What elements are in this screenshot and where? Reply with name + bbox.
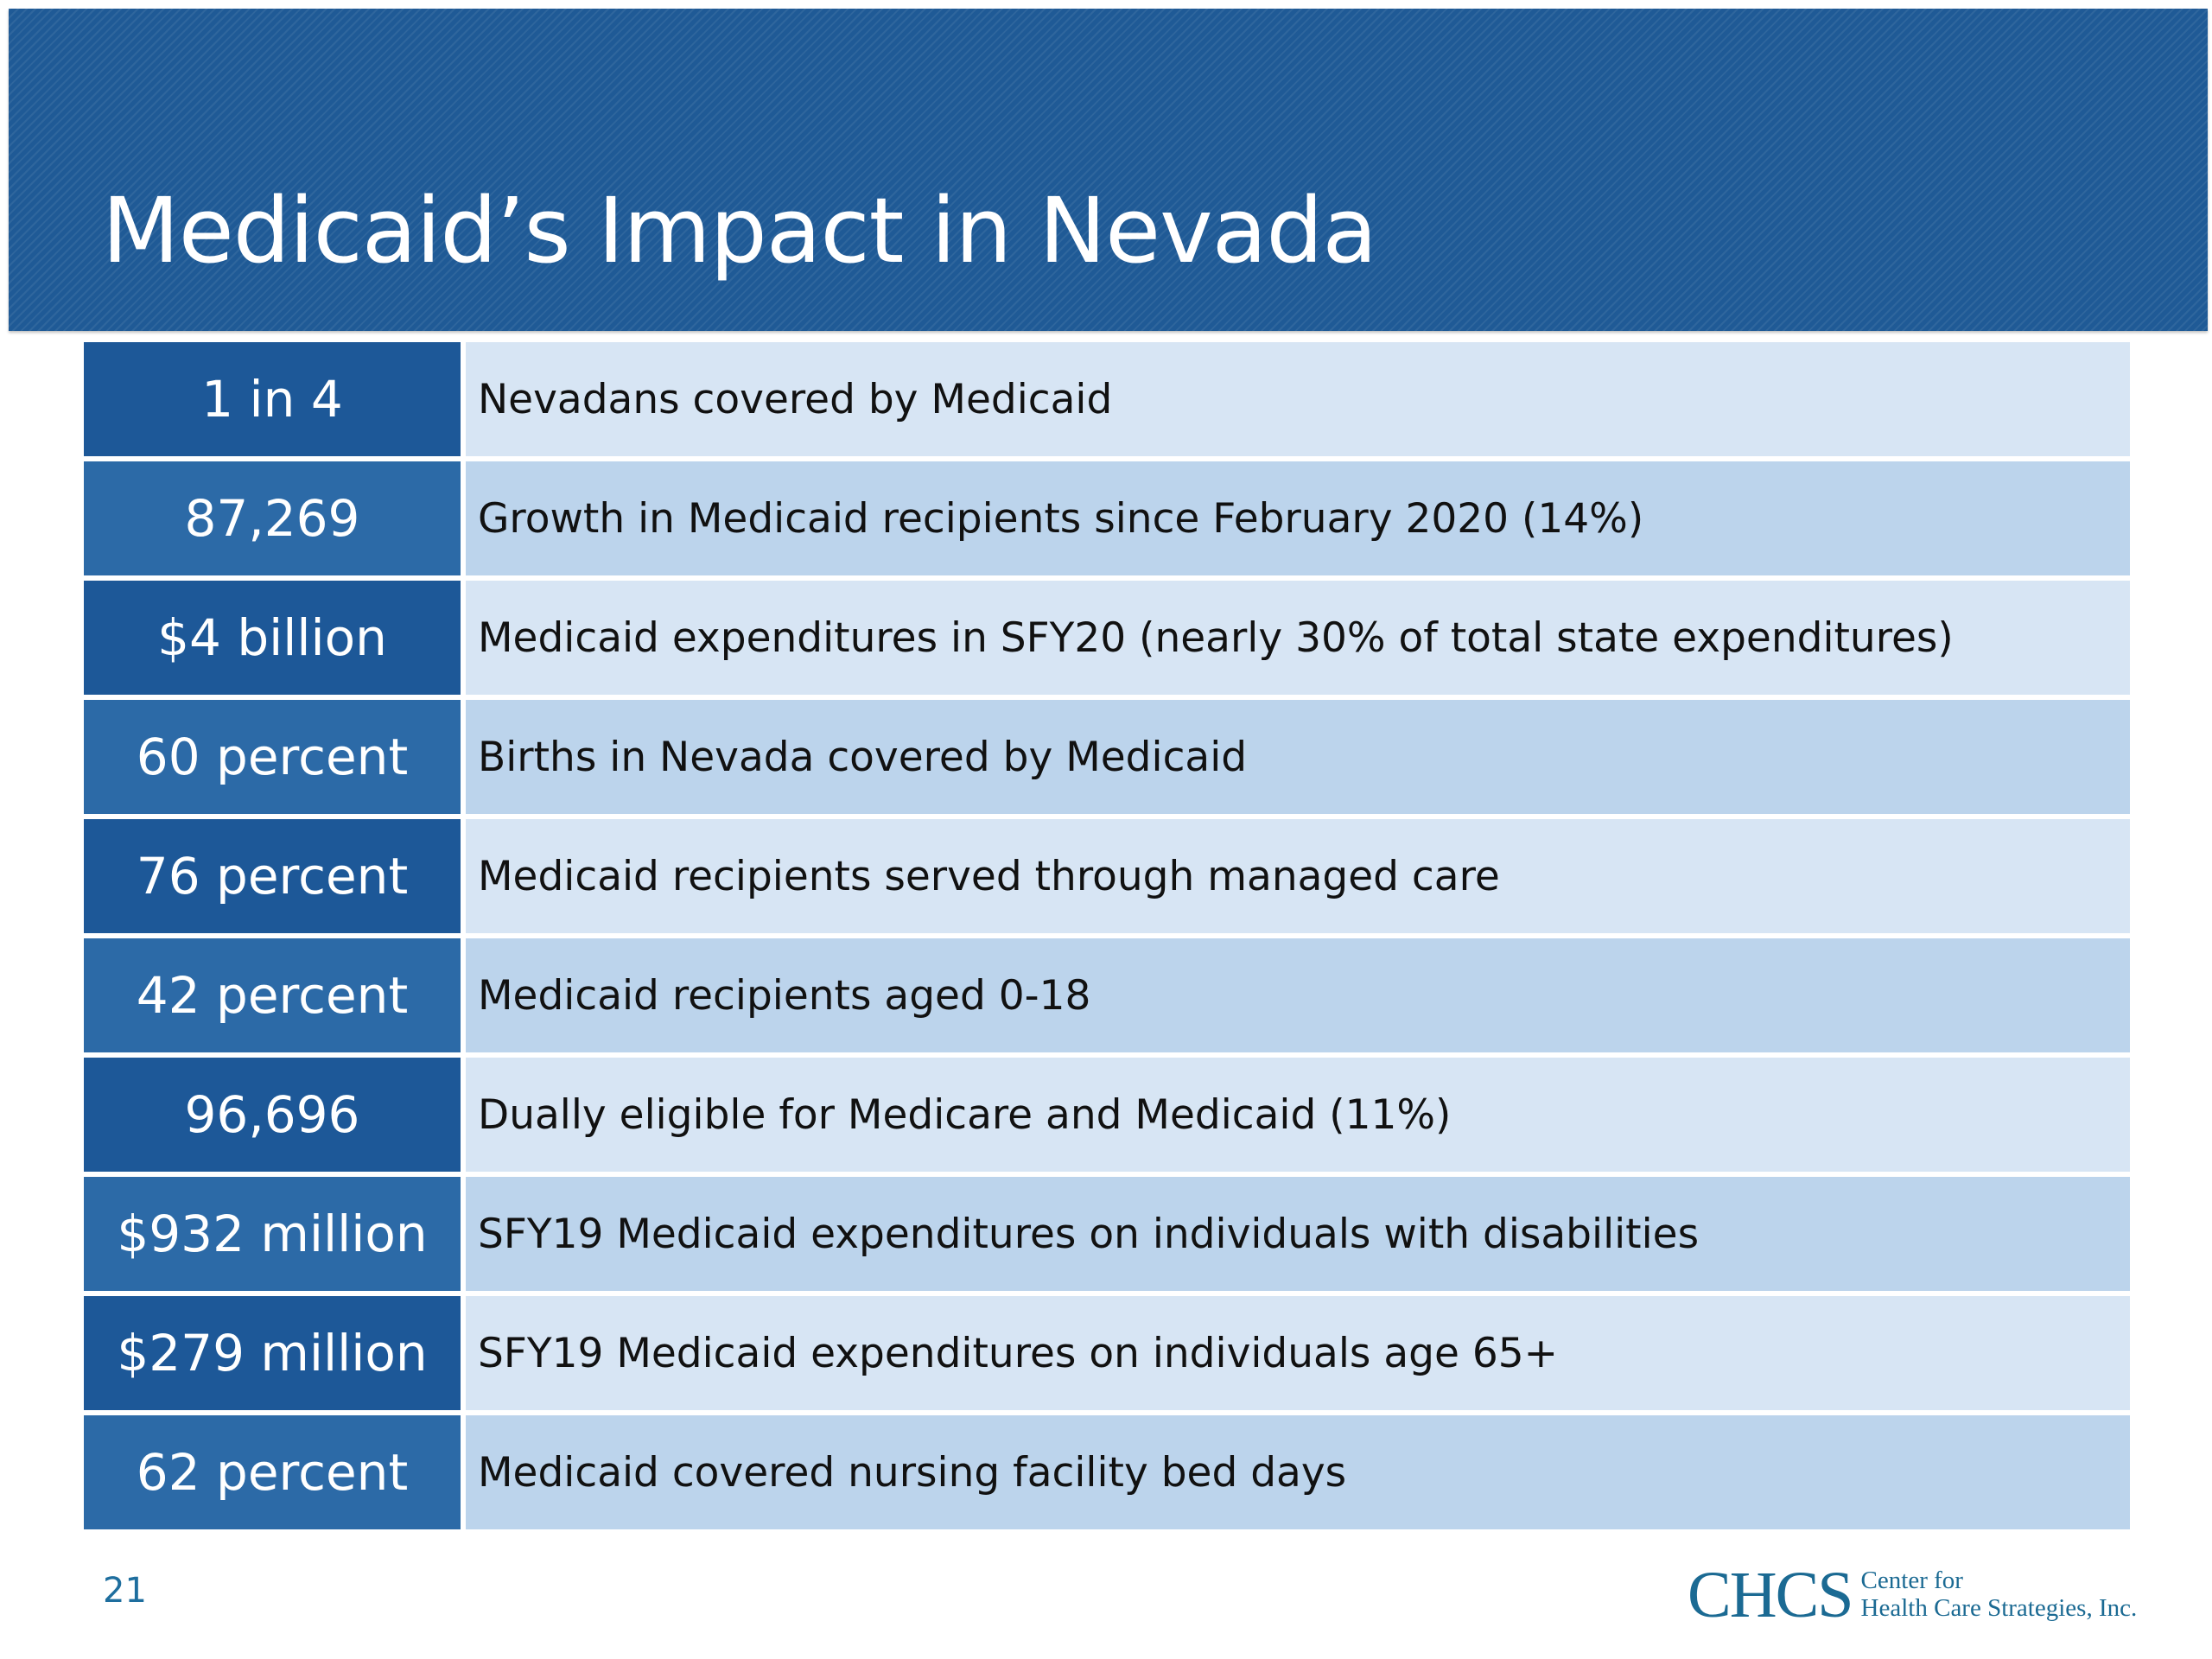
- logo-line-1: Center for: [1860, 1567, 1963, 1595]
- logo-line-2: Health Care Strategies, Inc.: [1860, 1594, 2138, 1622]
- stat-row: 62 percent Medicaid covered nursing faci…: [84, 1415, 2130, 1529]
- stat-value: 60 percent: [84, 700, 461, 814]
- logo-mark: CHCS: [1688, 1559, 1854, 1631]
- stat-description: Medicaid recipients aged 0-18: [466, 938, 2130, 1052]
- stat-row: 60 percent Births in Nevada covered by M…: [84, 700, 2130, 814]
- stat-description: Births in Nevada covered by Medicaid: [466, 700, 2130, 814]
- stat-description: Growth in Medicaid recipients since Febr…: [466, 461, 2130, 575]
- stat-description: SFY19 Medicaid expenditures on individua…: [466, 1296, 2130, 1410]
- stat-value: 96,696: [84, 1058, 461, 1172]
- stat-row: 1 in 4 Nevadans covered by Medicaid: [84, 342, 2130, 456]
- stat-row: $279 million SFY19 Medicaid expenditures…: [84, 1296, 2130, 1410]
- stat-description: SFY19 Medicaid expenditures on individua…: [466, 1177, 2130, 1291]
- stat-description: Medicaid recipients served through manag…: [466, 819, 2130, 933]
- stat-value: 76 percent: [84, 819, 461, 933]
- stat-description: Dually eligible for Medicare and Medicai…: [466, 1058, 2130, 1172]
- stat-value: 42 percent: [84, 938, 461, 1052]
- page-title: Medicaid’s Impact in Nevada: [102, 178, 1377, 283]
- stats-table: 1 in 4 Nevadans covered by Medicaid 87,2…: [84, 342, 2130, 1535]
- stat-row: $932 million SFY19 Medicaid expenditures…: [84, 1177, 2130, 1291]
- stat-row: 87,269 Growth in Medicaid recipients sin…: [84, 461, 2130, 575]
- stat-row: 42 percent Medicaid recipients aged 0-18: [84, 938, 2130, 1052]
- stat-row: $4 billion Medicaid expenditures in SFY2…: [84, 581, 2130, 695]
- slide-number: 21: [103, 1571, 147, 1611]
- stat-row: 76 percent Medicaid recipients served th…: [84, 819, 2130, 933]
- stat-value: $279 million: [84, 1296, 461, 1410]
- header-band: [9, 9, 2208, 331]
- stat-description: Nevadans covered by Medicaid: [466, 342, 2130, 456]
- stat-value: 1 in 4: [84, 342, 461, 456]
- stat-value: 87,269: [84, 461, 461, 575]
- stat-value: $4 billion: [84, 581, 461, 695]
- chcs-logo: CHCS Center for Health Care Strategies, …: [1688, 1562, 2137, 1628]
- logo-text: Center for Health Care Strategies, Inc.: [1861, 1567, 2138, 1623]
- stat-description: Medicaid covered nursing facility bed da…: [466, 1415, 2130, 1529]
- stat-row: 96,696 Dually eligible for Medicare and …: [84, 1058, 2130, 1172]
- stat-value: $932 million: [84, 1177, 461, 1291]
- stat-description: Medicaid expenditures in SFY20 (nearly 3…: [466, 581, 2130, 695]
- stat-value: 62 percent: [84, 1415, 461, 1529]
